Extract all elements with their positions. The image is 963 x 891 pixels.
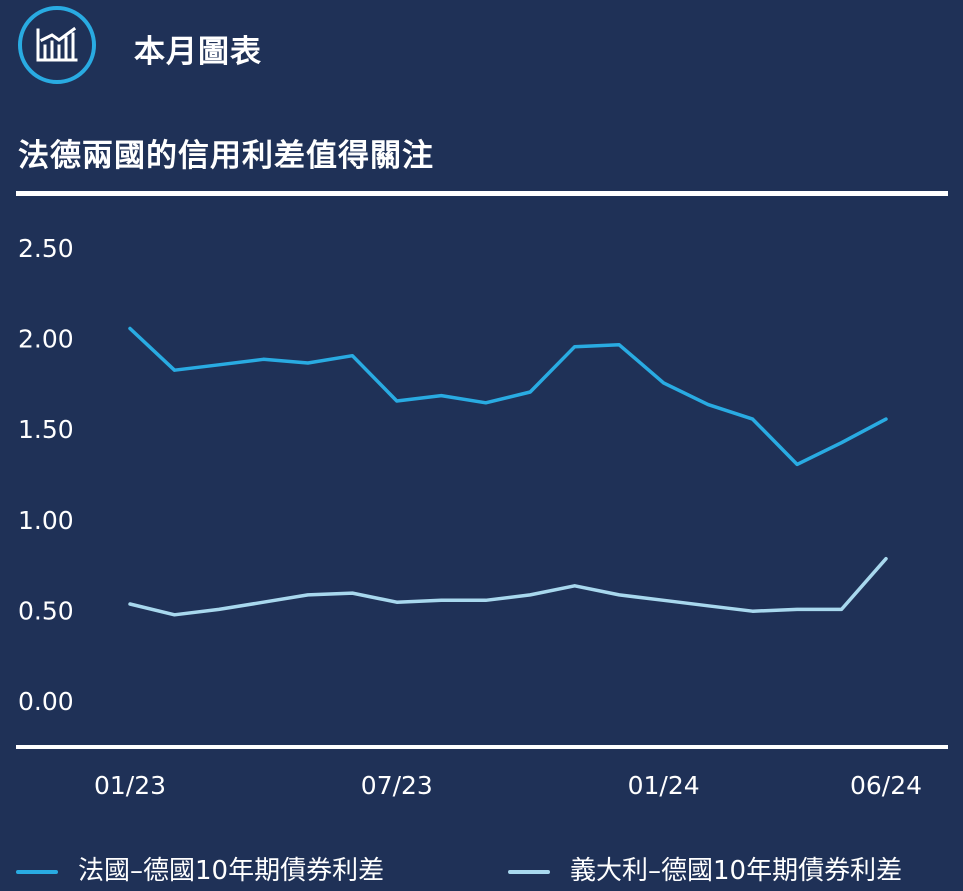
y-tick-label: 2.00 bbox=[18, 325, 74, 354]
chart-icon bbox=[18, 6, 96, 84]
x-tick-label: 01/23 bbox=[94, 771, 166, 800]
legend-swatch-france bbox=[16, 869, 58, 874]
legend-label-france: 法國–德國10年期債券利差 bbox=[78, 856, 385, 886]
chart-header: 本月圖表 bbox=[0, 0, 963, 100]
series-line-italy bbox=[128, 556, 888, 617]
x-axis-line bbox=[16, 745, 948, 749]
y-tick-label: 0.50 bbox=[18, 596, 74, 625]
x-tick-label: 06/24 bbox=[850, 771, 922, 800]
header-title: 本月圖表 bbox=[134, 34, 262, 70]
chart-title: 法德兩國的信用利差值得關注 bbox=[18, 138, 434, 174]
legend-item-italy: 義大利–德國10年期債券利差 bbox=[508, 850, 902, 887]
x-tick-label: 01/24 bbox=[628, 771, 700, 800]
x-tick-label: 07/23 bbox=[361, 771, 433, 800]
legend-item-france: 法國–德國10年期債券利差 bbox=[16, 850, 384, 887]
y-tick-label: 1.50 bbox=[18, 415, 74, 444]
legend-label-italy: 義大利–德國10年期債券利差 bbox=[570, 856, 903, 886]
line-chart: 2.50 2.00 1.50 1.00 0.50 0.00 01/23 07/23 01/24 0… bbox=[16, 234, 948, 800]
y-tick-label: 0.00 bbox=[18, 687, 74, 716]
title-divider bbox=[16, 191, 948, 196]
legend: 法國–德國10年期債券利差 義大利–德國10年期債券利差 bbox=[0, 840, 963, 890]
y-tick-label: 2.50 bbox=[18, 234, 74, 263]
series-line-france bbox=[128, 326, 888, 467]
legend-swatch-italy bbox=[508, 869, 550, 874]
y-tick-label: 1.00 bbox=[18, 506, 74, 535]
